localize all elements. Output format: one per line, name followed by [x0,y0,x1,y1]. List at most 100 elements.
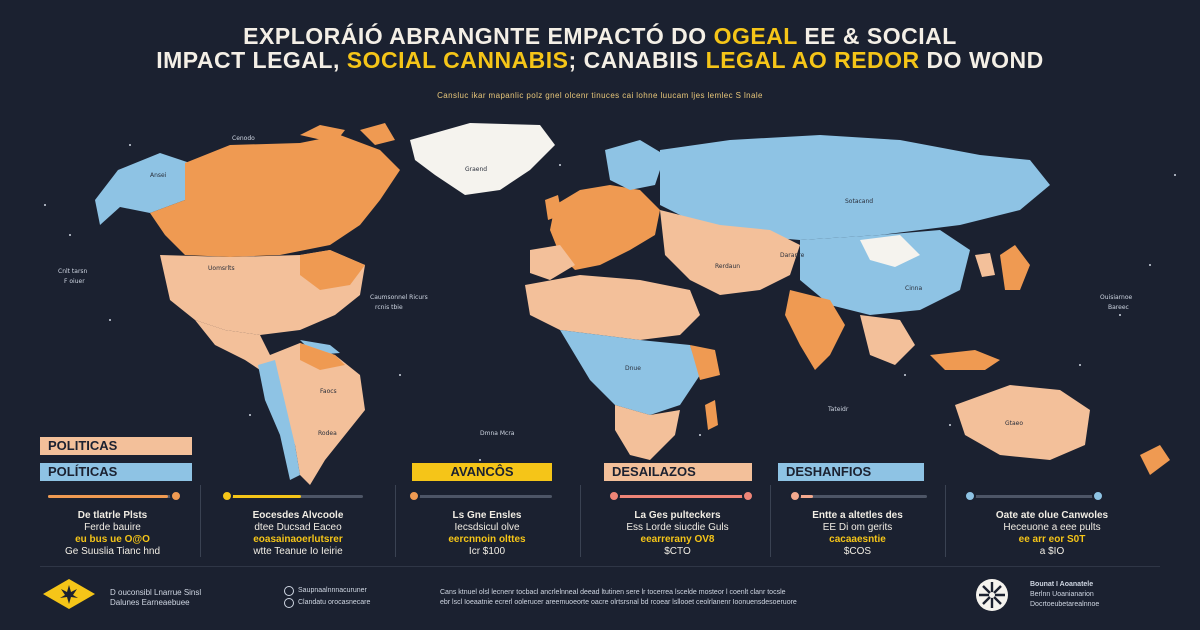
progress-bar-5 [789,490,927,502]
region-arctic-islands [300,123,395,145]
map-dots [44,144,1176,461]
label-africa: Dnue [625,365,641,372]
region-uk [545,195,562,220]
column-6-line-1: Oate ate olue Canwoles [995,510,1109,521]
progress-fill-1 [48,495,168,498]
cannabis-logo-icon [43,579,95,609]
region-china [800,230,970,315]
region-indonesia [930,350,1000,370]
label-australia: Gtaeo [1005,420,1023,427]
divider-1 [200,485,201,557]
label-russia: Sotacand [845,198,873,205]
label-pacific-east-2: Bareec [1108,304,1129,311]
footer-right-line-1: Bounat I Aoanatele [1030,581,1094,588]
tag-desafios: DESAILAZOS [604,463,752,481]
progress-dot-4a [608,490,620,502]
label-china: Daranre [780,252,805,259]
region-greenland [410,123,555,195]
column-4-value: eearrerany OV8 [640,534,715,545]
label-china-2: Cinna [905,285,922,292]
label-greenland: Graend [465,166,487,173]
footer-right-line-3: Docrtoeubetarealnnoe [1030,601,1100,608]
column-3-line-4: Icr $100 [468,546,506,557]
label-atlantic-2: rcnis tbie [375,304,403,311]
footer-left-text: D ouconsibl Lnarrue Sinsl Dalunes Earnea… [110,588,201,608]
column-3-line-2: Iecsdsicul olve [454,522,520,533]
column-4-line-1: La Ges pulteckers [634,510,721,521]
column-1-value: eu bus ue O@O [75,534,150,545]
progress-bar-2 [221,490,363,502]
region-africa-central [560,330,700,415]
column-5-value: cacaaesntie [829,534,886,545]
tag-deshanfios: DESHANFIOS [778,463,924,481]
column-5-line-1: Entte a altetles des [812,510,903,521]
region-caribbean [300,340,340,355]
region-japan [1000,245,1030,290]
column-2: Eocesdes Alvcoole dtee Ducsad Eaceo eoas… [208,510,388,558]
progress-dot-2 [221,490,233,502]
column-3: Ls Gne Ensles Iecsdsicul olve eercnnoin … [402,510,572,558]
region-iberia [530,245,575,280]
column-4: La Ges pulteckers Ess Lorde siucdie Guls… [590,510,765,558]
progress-bar-1 [48,490,182,502]
column-2-line-1: Eocesdes Alvcoole [252,510,344,521]
region-new-zealand [1140,445,1170,475]
region-scandinavia [605,140,665,190]
title-line-1: EXPLORÁIÓ ABRANGNTE EMPACTÓ DO OGEAL EE … [243,23,957,49]
progress-dot-3 [408,490,420,502]
column-1-line-4: Ge Suuslia Tianc hnd [64,546,161,557]
progress-dot-6a [964,490,976,502]
footer-info-icon [284,586,294,596]
subtitle: Cansluc ikar mapanlic polz gnel olcenr t… [437,91,763,100]
region-alaska [95,153,190,225]
compass-star-icon [976,579,1008,611]
region-africa-north [525,275,700,340]
footer-left-line-2: Dalunes Earneaebuee [110,598,190,607]
label-south-atlantic: Dmna Mcra [480,430,515,437]
region-south-america-west [258,360,300,480]
column-3-line-1: Ls Gne Ensles [452,510,522,521]
column-6-line-4: a $IO [1039,546,1065,557]
label-mongolia: Rerdaun [715,263,740,270]
column-1: De tlatrle Plsts Ferde bauire eu bus ue … [30,510,195,558]
label-pacific-west: Cnlt tarsn [58,268,88,275]
tag-politicas-1: POLITICAS [40,437,192,455]
progress-bar-4 [608,490,754,502]
progress-dot-6b [1092,490,1104,502]
footer-right-text: Bounat I Aoanatele Berlnn Uoanianarion D… [1030,580,1099,610]
column-1-line-1: De tlatrle Plsts [77,510,148,521]
region-korea [975,253,995,277]
divider-4 [770,485,771,557]
column-6-line-2: Heceuone a eee pults [1003,522,1101,533]
progress-dot-4b [742,490,754,502]
region-central-asia [660,210,800,295]
footer-divider [40,566,1160,567]
region-brazil-north [300,343,345,370]
column-5: Entte a altetles des EE Di om gerits cac… [775,510,940,558]
column-4-line-2: Ess Lorde siucdie Guls [626,522,729,533]
footer-right-line-2: Berlnn Uoanianarion [1030,591,1094,598]
footer-center-line-2: ebr lscl Ioeaatnie ecrerl oolerucer aree… [440,599,797,606]
progress-fill-4 [612,495,744,498]
region-africa-east [690,345,720,380]
region-south-america [265,343,365,485]
label-peru: Rodea [318,430,337,437]
divider-5 [945,485,946,557]
region-madagascar [705,400,718,430]
column-2-value: eoasainaoerlutsrer [253,534,343,545]
divider-2 [395,485,396,557]
region-mongolia [860,235,920,267]
column-2-line-2: dtee Ducsad Eaceo [254,522,342,533]
region-africa-south [615,405,680,460]
region-india [785,290,845,370]
column-5-line-2: EE Di om gerits [822,522,893,533]
column-2-line-4: wtte Teanue Io Ieirie [253,546,343,557]
region-usa-east [300,250,365,290]
footer-mid-line-2: Clandatu orocasnecare [298,599,371,606]
label-brazil: Faocs [320,388,337,395]
label-pacific-east: Ouisiarnoe [1100,294,1132,301]
label-usa: Uomsrlts [208,265,235,272]
tag-avancos: AVANCÔS [412,463,552,481]
world-map-svg: Graend Cenodo Uomsrlts Ansei Caumsonnel … [44,123,1176,485]
region-australia [955,385,1090,460]
